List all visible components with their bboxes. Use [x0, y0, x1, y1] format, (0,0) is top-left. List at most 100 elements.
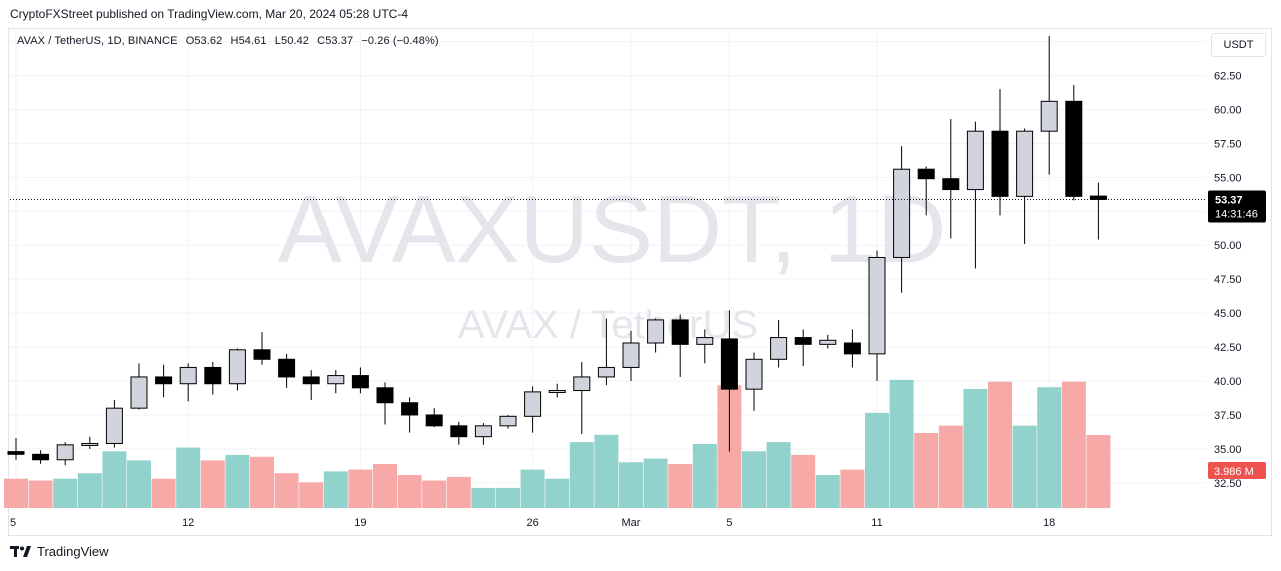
candle-body [499, 415, 517, 427]
volume-value-label: 3.986 M [1208, 462, 1266, 479]
candle [548, 383, 566, 398]
volume-bar [643, 458, 668, 508]
currency-button[interactable]: USDT [1211, 33, 1266, 57]
volume-bar [594, 434, 619, 508]
candle [843, 329, 861, 368]
volume-bar [1012, 425, 1037, 508]
candle [1040, 36, 1058, 175]
candle [1089, 182, 1107, 240]
volume-bar [471, 487, 496, 508]
candle [868, 250, 886, 382]
candle [425, 408, 443, 428]
x-tick-label: 5 [10, 517, 16, 529]
volume-bar [742, 451, 766, 508]
volume-bar [545, 478, 570, 508]
svg-text:14:31:46: 14:31:46 [1215, 208, 1258, 220]
y-tick-label: 37.50 [1214, 410, 1242, 422]
candle-body [376, 387, 394, 404]
y-tick-label: 55.00 [1214, 172, 1242, 184]
candle-body [548, 390, 566, 394]
candle [401, 397, 419, 433]
x-tick-label: 5 [726, 517, 732, 529]
candle [278, 353, 296, 388]
candle [794, 329, 812, 367]
volume-bar [569, 442, 594, 508]
volume-bar [373, 464, 397, 508]
y-tick-label: 57.50 [1214, 138, 1242, 150]
y-tick-label: 32.50 [1214, 478, 1242, 490]
tradingview-footer[interactable]: TradingView [10, 544, 109, 559]
candle [917, 166, 935, 216]
legend-close: C53.37 [317, 35, 354, 47]
volume-bar [668, 464, 693, 508]
ohlc-legend: AVAX / TetherUS, 1D, BINANCE O53.62 H54.… [17, 35, 444, 47]
y-tick-label: 62.50 [1214, 71, 1242, 83]
volume-bar [692, 443, 717, 508]
volume-bar [200, 460, 225, 508]
time-axis: 5 12 19 26 Mar 5 11 18 [10, 517, 1055, 529]
y-tick-label: 40.00 [1214, 376, 1242, 388]
volume-bar [889, 379, 914, 508]
x-tick-label: 26 [526, 517, 538, 529]
candle-body [794, 337, 812, 345]
chart-frame [8, 28, 1272, 536]
candle [351, 367, 369, 394]
last-price-label: 53.37 14:31:46 [1208, 190, 1266, 223]
candle-body [671, 319, 689, 345]
y-tick-label: 50.00 [1214, 240, 1242, 252]
candle-body [622, 342, 640, 368]
volume-bar [348, 469, 373, 508]
price-axis: 65.0062.5060.0057.5055.0052.5050.0047.50… [1214, 37, 1242, 490]
y-tick-label: 35.00 [1214, 444, 1242, 456]
volume-bar [323, 471, 348, 508]
candle-body [1065, 100, 1083, 197]
candle [942, 118, 960, 239]
candle-body [228, 349, 246, 385]
candle-body [179, 366, 197, 385]
candle [720, 310, 738, 452]
svg-text:3.986 M: 3.986 M [1214, 466, 1254, 478]
candle [130, 363, 148, 410]
candle-body [130, 376, 148, 409]
volume-bar [914, 432, 939, 508]
candle-body [425, 414, 443, 427]
y-tick-label: 60.00 [1214, 104, 1242, 116]
candle-body [843, 342, 861, 355]
candle-body [327, 375, 345, 385]
candle-body [1089, 195, 1107, 200]
candle [573, 362, 591, 434]
candle-body [1040, 100, 1058, 132]
candle [991, 89, 1009, 216]
candle-body [966, 130, 984, 191]
y-tick-label: 42.50 [1214, 342, 1242, 354]
candle-body [917, 168, 935, 180]
candle-body [474, 425, 492, 438]
x-tick-label: 11 [871, 517, 882, 529]
candle [7, 438, 25, 460]
volume-bar [791, 454, 816, 508]
x-tick-label: 18 [1043, 517, 1055, 529]
volume-bar [840, 469, 865, 508]
volume-bar [1037, 387, 1062, 508]
publisher-credit: CryptoFXStreet published on TradingView.… [10, 7, 408, 21]
volume-bars [4, 379, 1111, 508]
candle [597, 318, 615, 386]
volume-bar [102, 451, 127, 508]
candle [56, 442, 74, 466]
volume-bar [53, 478, 78, 508]
tradingview-brand: TradingView [37, 544, 109, 559]
volume-bar [1086, 435, 1111, 508]
x-tick-label: Mar [622, 517, 641, 529]
svg-text:53.37: 53.37 [1215, 194, 1243, 206]
x-tick-label: 12 [182, 517, 194, 529]
volume-bar [619, 462, 643, 508]
candle-body [745, 358, 763, 390]
candle [450, 421, 468, 445]
volume-bar [250, 456, 274, 508]
candle [622, 330, 640, 382]
watermark-symbol: AVAXUSDT, 1D [278, 176, 947, 283]
y-tick-label: 47.50 [1214, 274, 1242, 286]
candle [1016, 128, 1034, 244]
legend-open: O53.62 [185, 35, 223, 47]
